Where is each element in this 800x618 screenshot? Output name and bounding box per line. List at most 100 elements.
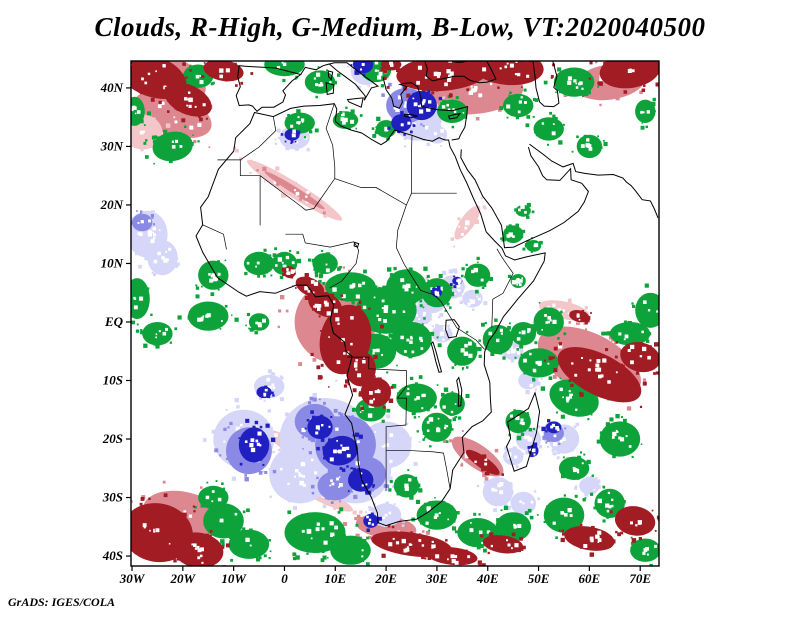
cloud-speckle: [274, 142, 278, 145]
cloud-speckle: [529, 448, 532, 452]
cloud-speckle: [310, 352, 314, 357]
cloud-speckle: [319, 494, 322, 497]
cloud-speckle: [529, 325, 533, 328]
cloud-speckle: [345, 379, 350, 384]
cloud-speckle: [632, 539, 635, 542]
cloud-speckle: [547, 143, 549, 146]
cloud-speckle: [469, 528, 474, 533]
cloud-speckle: [282, 264, 287, 269]
cloud-speckle: [184, 97, 188, 101]
cloud-speckle: [285, 255, 290, 260]
cloud-speckle: [427, 90, 431, 94]
cloud-speckle: [649, 345, 652, 348]
cloud-speckle: [589, 536, 594, 541]
cloud-speckle: [551, 131, 556, 136]
cloud-speckle: [599, 146, 603, 149]
cloud-speckle: [276, 128, 281, 133]
cloud-speckle: [471, 342, 475, 345]
cloud-speckle: [639, 405, 643, 408]
cloud-speckle: [562, 456, 565, 459]
cloud-speckle: [357, 440, 360, 444]
cloud-speckle: [270, 437, 276, 442]
cloud-speckle: [471, 88, 476, 93]
cloud-speckle: [527, 330, 530, 334]
cloud-speckle: [272, 253, 277, 257]
cloud-speckle: [333, 408, 338, 413]
cloud-speckle: [330, 501, 334, 504]
cloud-speckle: [462, 437, 467, 442]
cloud-speckle: [258, 323, 262, 328]
cloud-speckle: [577, 455, 582, 460]
cloud-speckle: [396, 492, 400, 496]
cloud-speckle: [277, 136, 280, 139]
cloud-speckle: [453, 110, 457, 113]
country-border: [217, 159, 261, 226]
cloud-speckle: [310, 484, 315, 489]
cloud-speckle: [365, 490, 370, 495]
cloud-speckle: [660, 298, 663, 301]
cloud-speckle: [292, 557, 297, 561]
cloud-speckle: [350, 109, 355, 114]
cloud-speckle: [560, 310, 563, 314]
cloud-speckle: [373, 354, 378, 360]
cloud-speckle: [590, 413, 593, 416]
cloud-speckle: [151, 135, 156, 140]
cloud-speckle: [147, 111, 151, 116]
cloud-speckle: [152, 139, 157, 144]
cloud-patch: [317, 471, 354, 501]
cloud-speckle: [189, 493, 194, 498]
cloud-speckle: [244, 477, 249, 482]
cloud-speckle: [418, 488, 423, 493]
cloud-speckle: [357, 373, 362, 378]
cloud-speckle: [284, 140, 287, 143]
cloud-speckle: [428, 417, 434, 422]
cloud-speckle: [662, 303, 665, 306]
cloud-speckle: [464, 343, 468, 348]
cloud-speckle: [478, 93, 483, 98]
cloud-speckle: [287, 510, 292, 515]
cloud-speckle: [259, 457, 263, 461]
cloud-speckle: [315, 527, 320, 532]
cloud-speckle: [526, 215, 530, 219]
cloud-speckle: [403, 133, 406, 136]
cloud-speckle: [553, 442, 558, 447]
cloud-speckle: [161, 556, 165, 560]
cloud-speckle: [432, 287, 436, 292]
cloud-speckle: [377, 461, 380, 464]
grads-attribution: GrADS: IGES/COLA: [8, 595, 116, 609]
cloud-speckle: [468, 90, 474, 95]
cloud-speckle: [343, 117, 348, 123]
cloud-speckle: [522, 545, 526, 550]
cloud-speckle: [430, 287, 433, 290]
cloud-speckle: [407, 469, 410, 471]
cloud-speckle: [583, 312, 586, 314]
cloud-speckle: [188, 91, 191, 94]
cloud-speckle: [591, 525, 595, 530]
cloud-speckle: [353, 61, 356, 63]
cloud-speckle: [422, 314, 425, 317]
cloud-speckle: [169, 341, 172, 344]
cloud-speckle: [173, 55, 176, 58]
cloud-speckle: [463, 351, 469, 356]
cloud-speckle: [414, 398, 417, 401]
cloud-speckle: [461, 368, 464, 371]
cloud-speckle: [552, 375, 557, 379]
cloud-speckle: [339, 413, 344, 417]
cloud-speckle: [274, 247, 277, 251]
cloud-speckle: [542, 54, 545, 57]
cloud-speckle: [177, 557, 181, 561]
cloud-speckle: [291, 261, 295, 265]
cloud-speckle: [140, 330, 144, 335]
cloud-speckle: [445, 539, 448, 542]
cloud-speckle: [248, 161, 251, 165]
cloud-speckle: [410, 130, 413, 134]
cloud-speckle: [643, 378, 646, 382]
cloud-speckle: [570, 383, 574, 387]
cloud-speckle: [219, 68, 224, 73]
cloud-speckle: [175, 257, 179, 261]
cloud-speckle: [636, 305, 639, 308]
cloud-speckle: [140, 281, 143, 284]
cloud-speckle: [350, 342, 353, 346]
cloud-speckle: [562, 396, 564, 399]
cloud-speckle: [355, 56, 358, 59]
